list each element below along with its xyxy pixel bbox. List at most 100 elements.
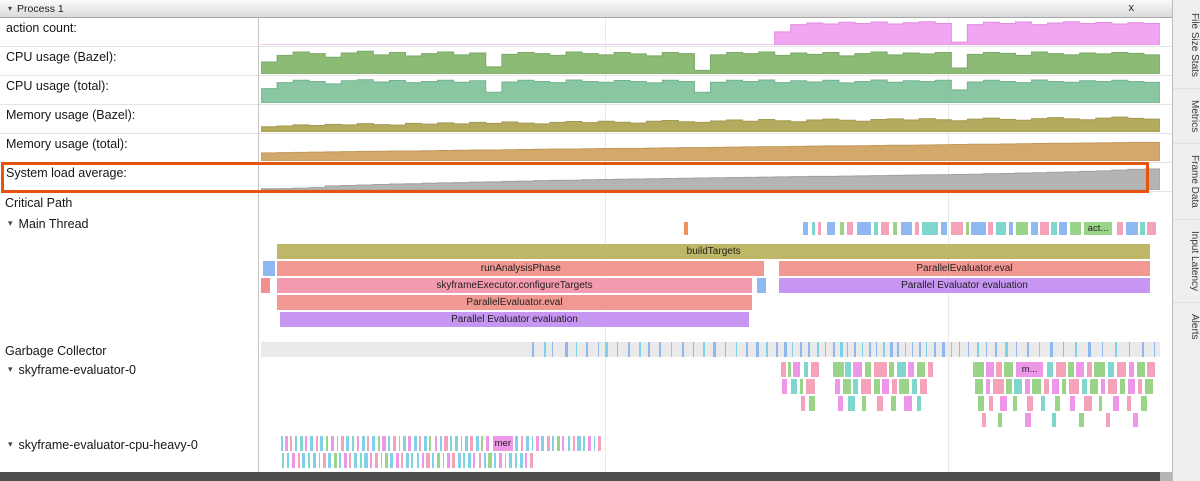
slice[interactable] [1153, 342, 1156, 357]
slice[interactable] [463, 453, 466, 468]
slice[interactable] [793, 362, 801, 377]
collapse-arrow-icon[interactable]: ▾ [8, 218, 13, 228]
track-label-skyframe-evaluator-cpu-heavy-0[interactable]: ▾ skyframe-evaluator-cpu-heavy-0 [8, 437, 198, 452]
slice[interactable] [1012, 396, 1018, 411]
labeled-slice[interactable]: buildTargets [277, 244, 1151, 259]
slice[interactable] [582, 436, 586, 451]
main-thread-flame-row-3[interactable]: skyframeExecutor.configureTargets Paralle… [261, 278, 1160, 293]
slice[interactable] [552, 436, 555, 451]
collapse-arrow-icon[interactable]: ▾ [8, 439, 13, 449]
skyframe-evaluator-cpu-heavy-0-row-1[interactable]: mer [261, 436, 1160, 451]
main-thread-flame-row-5[interactable]: Parallel Evaluator evaluation [261, 312, 1160, 327]
slice[interactable] [1089, 379, 1098, 394]
slice[interactable] [992, 379, 1004, 394]
slice[interactable] [1070, 222, 1081, 235]
slice[interactable] [1115, 342, 1117, 357]
slice[interactable] [703, 342, 706, 357]
slice[interactable] [408, 436, 411, 451]
slice[interactable] [419, 436, 422, 451]
slice[interactable] [281, 453, 285, 468]
slice[interactable] [546, 436, 550, 451]
slice[interactable] [978, 396, 984, 411]
tab-alerts[interactable]: Alerts [1173, 302, 1200, 351]
slice[interactable] [973, 362, 984, 377]
slice[interactable] [343, 453, 347, 468]
slice[interactable] [713, 342, 716, 357]
labeled-slice[interactable]: Parallel Evaluator evaluation [778, 278, 1151, 293]
slice[interactable] [780, 362, 786, 377]
slice[interactable] [1006, 379, 1012, 394]
slice[interactable] [572, 436, 575, 451]
slice[interactable] [803, 222, 808, 235]
slice[interactable] [874, 379, 880, 394]
slice[interactable] [951, 222, 964, 235]
slice[interactable] [1107, 362, 1115, 377]
labeled-slice[interactable]: skyframeExecutor.configureTargets [277, 278, 752, 293]
slice[interactable] [1054, 396, 1061, 411]
slice[interactable] [735, 342, 738, 357]
slice[interactable] [1140, 222, 1145, 235]
slice[interactable] [305, 436, 308, 451]
slice[interactable] [307, 453, 310, 468]
slice[interactable] [919, 379, 928, 394]
slice[interactable] [911, 379, 918, 394]
slice[interactable] [865, 362, 872, 377]
slice[interactable] [520, 436, 524, 451]
slice[interactable] [1127, 379, 1135, 394]
slice[interactable] [364, 453, 368, 468]
tab-input-latency[interactable]: Input Latency [1173, 218, 1200, 302]
slice[interactable] [627, 342, 630, 357]
slice[interactable] [470, 436, 473, 451]
labeled-slice[interactable]: Parallel Evaluator evaluation [279, 312, 750, 327]
slice[interactable] [1142, 342, 1145, 357]
slice[interactable] [839, 222, 844, 235]
slice[interactable] [976, 342, 979, 357]
slice[interactable] [648, 342, 650, 357]
cpu-usage-total-chart[interactable] [259, 76, 1160, 104]
main-thread-flame-row-2[interactable]: runAnalysisPhase ParallelEvaluator.eval [261, 261, 1160, 276]
slice[interactable] [1026, 342, 1029, 357]
slice[interactable] [1100, 379, 1106, 394]
slice[interactable] [439, 436, 442, 451]
slice[interactable] [1144, 379, 1153, 394]
slice[interactable] [405, 453, 409, 468]
slice[interactable] [473, 453, 476, 468]
slice[interactable] [531, 436, 534, 451]
slice[interactable] [1101, 342, 1103, 357]
slice[interactable] [562, 436, 565, 451]
slice[interactable] [331, 436, 334, 451]
slice[interactable] [325, 436, 328, 451]
slice[interactable] [842, 379, 851, 394]
track-label-skyframe-evaluator-0[interactable]: ▾ skyframe-evaluator-0 [8, 362, 136, 377]
skyframe-evaluator-0-row-4[interactable] [261, 413, 1160, 427]
slice[interactable] [860, 379, 872, 394]
slice[interactable] [377, 436, 380, 451]
labeled-slice[interactable]: m... [1016, 362, 1044, 377]
action-count-chart[interactable] [259, 18, 1160, 46]
slice[interactable] [832, 362, 844, 377]
slice[interactable] [792, 342, 794, 357]
slice[interactable] [525, 453, 528, 468]
slice[interactable] [974, 379, 983, 394]
slice[interactable] [1062, 379, 1067, 394]
slice[interactable] [942, 342, 946, 357]
slice[interactable] [971, 222, 986, 235]
slice[interactable] [375, 453, 378, 468]
slice[interactable] [323, 453, 327, 468]
slice[interactable] [1062, 342, 1064, 357]
slice[interactable] [372, 436, 376, 451]
slice[interactable] [784, 342, 787, 357]
horizontal-scrollbar[interactable] [0, 472, 1172, 481]
slice[interactable] [985, 342, 987, 357]
slice[interactable] [1128, 342, 1130, 357]
slice[interactable] [588, 436, 591, 451]
slice[interactable] [416, 453, 420, 468]
slice[interactable] [452, 453, 455, 468]
slice[interactable] [965, 222, 969, 235]
slice[interactable] [845, 362, 851, 377]
slice[interactable] [1146, 222, 1157, 235]
slice[interactable] [401, 453, 404, 468]
slice[interactable] [586, 342, 589, 357]
slice[interactable] [967, 342, 969, 357]
slice[interactable] [818, 222, 822, 235]
